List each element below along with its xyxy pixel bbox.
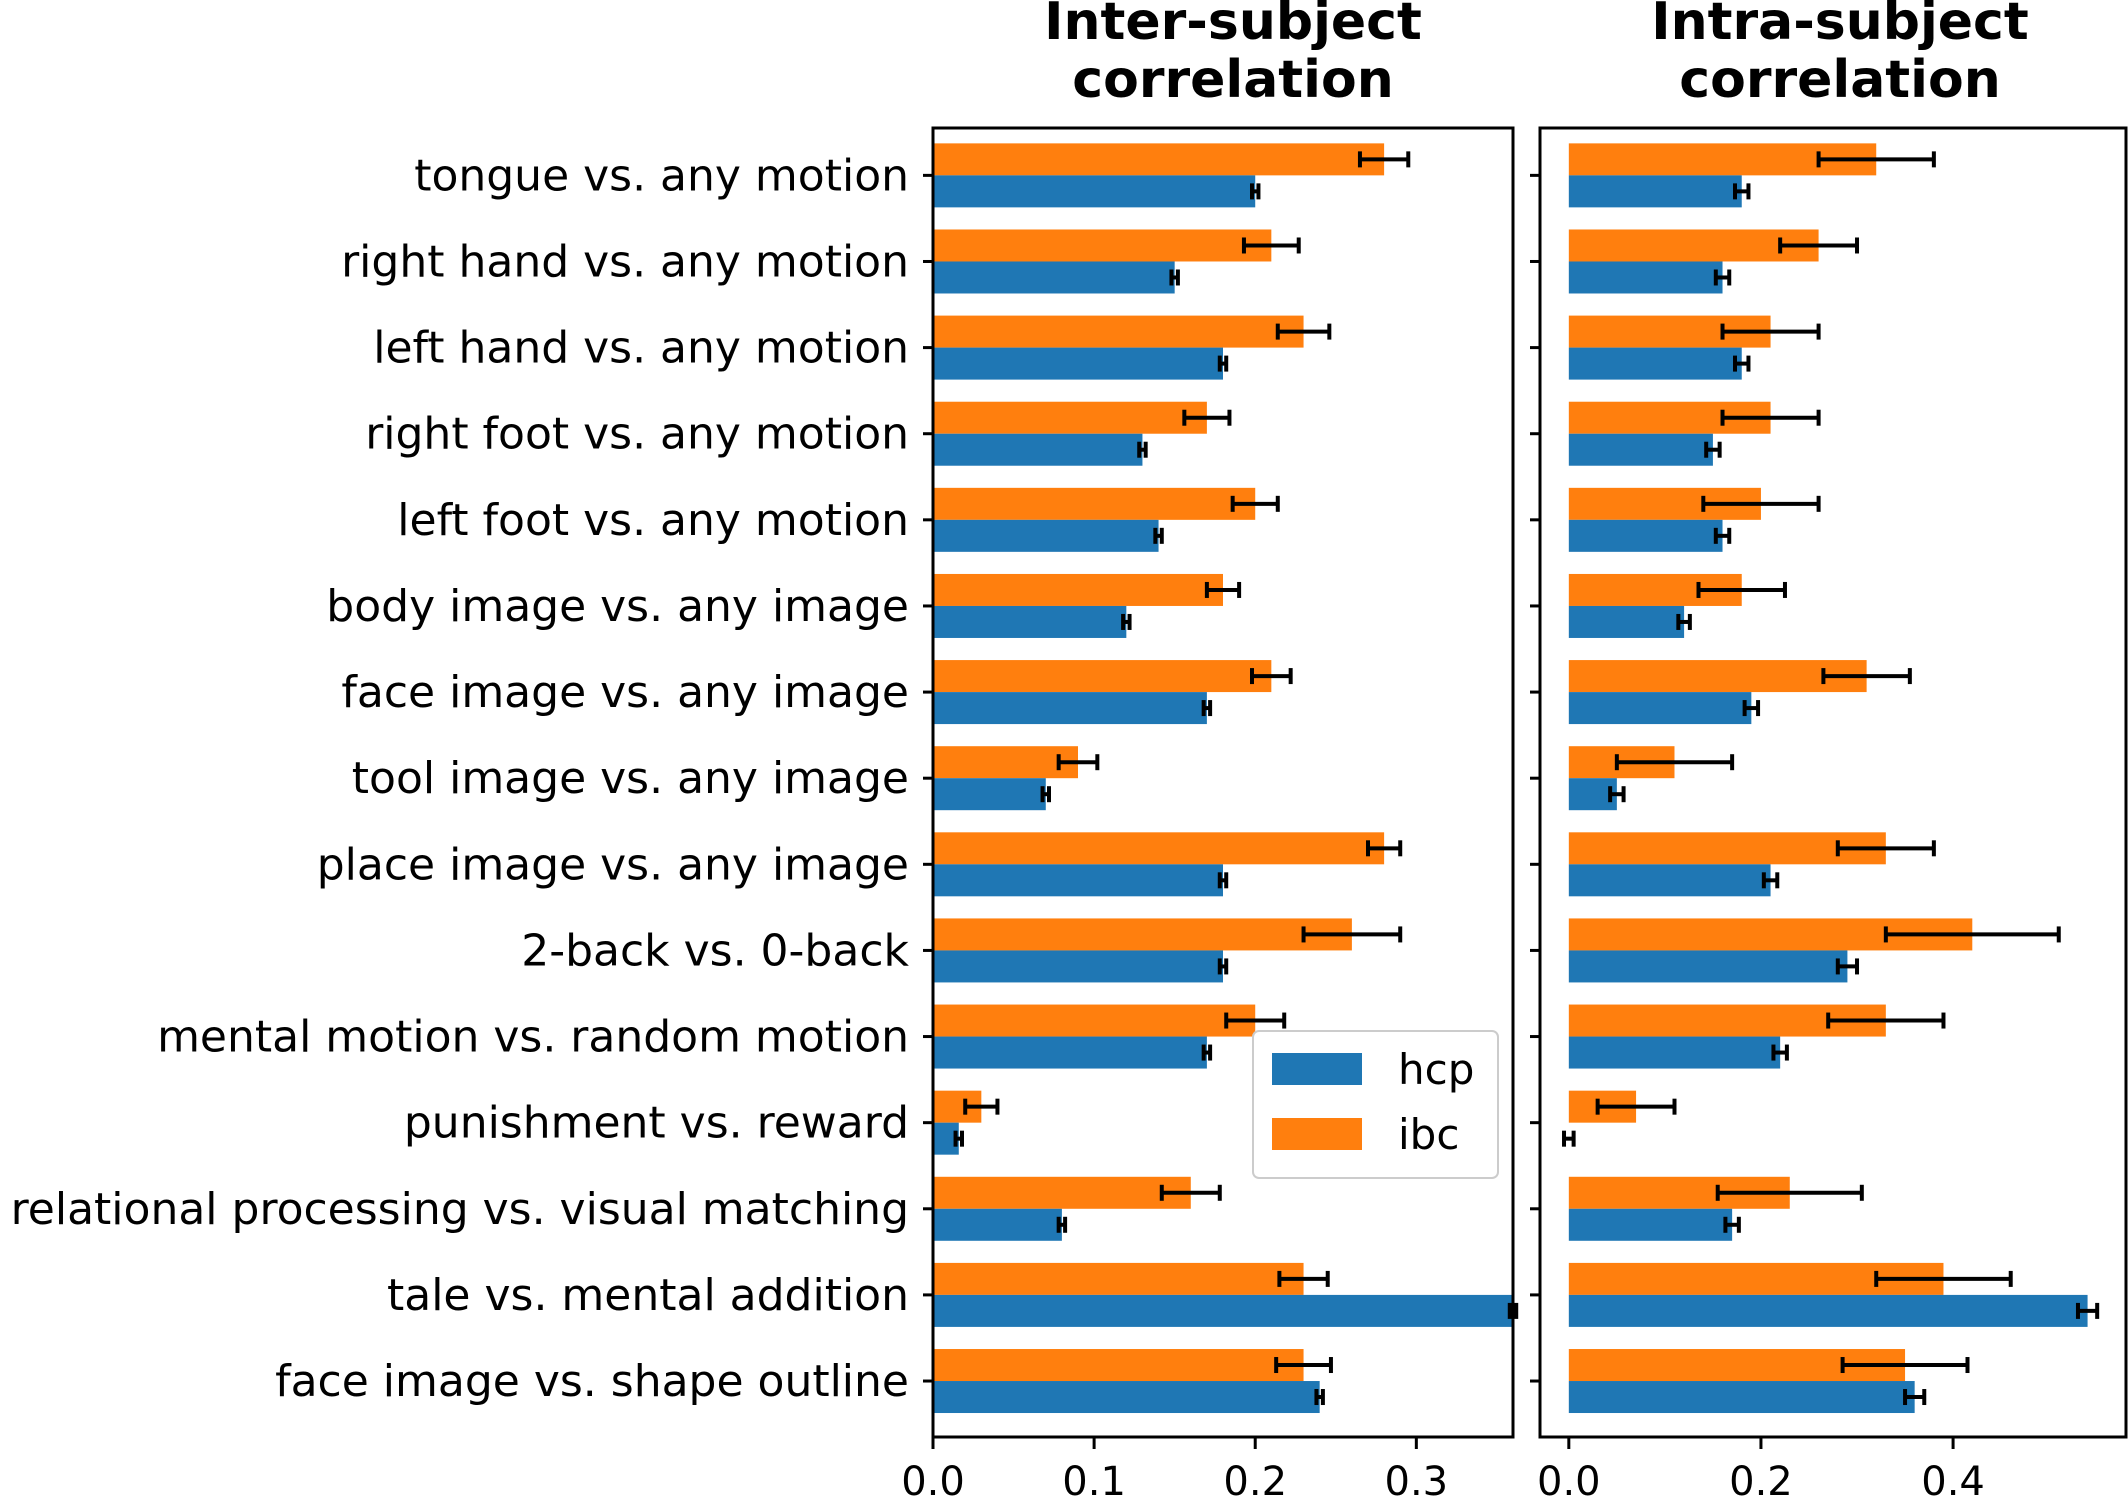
category-label-4: right foot vs. any motion (365, 409, 909, 460)
panel1-bar-hcp-3 (933, 347, 1223, 380)
panel1-bar-hcp-6 (933, 605, 1127, 638)
category-label-3: left hand vs. any motion (373, 323, 909, 374)
panel1-bar-ibc-11 (933, 1004, 1256, 1037)
panel2-bar-hcp-3 (1568, 347, 1742, 380)
panel2-title-line-2: correlation (1679, 50, 2000, 110)
panel2-bar-hcp-6 (1568, 605, 1685, 638)
category-label-2: right hand vs. any motion (341, 236, 909, 287)
panel1-bar-hcp-2 (933, 261, 1175, 294)
panel2-bar-hcp-15 (1568, 1381, 1915, 1414)
category-label-7: face image vs. any image (341, 667, 909, 718)
panel2-bar-ibc-2 (1568, 229, 1819, 262)
panel2-xtick-label-1: 0.0 (1537, 1459, 1601, 1505)
panel1-bar-ibc-9 (933, 832, 1385, 865)
panel1-xtick-label-3: 0.2 (1223, 1459, 1287, 1505)
panel1-xtick-label-4: 0.3 (1385, 1459, 1449, 1505)
panel1-bar-ibc-2 (933, 229, 1272, 262)
panel1-bar-hcp-14 (933, 1294, 1513, 1327)
panel1-bar-ibc-4 (933, 401, 1207, 434)
panel1-bar-hcp-11 (933, 1036, 1207, 1069)
legend: hcp ibc (1252, 1030, 1499, 1179)
panel1-bar-ibc-1 (933, 143, 1385, 176)
panel2-bar-hcp-4 (1568, 433, 1713, 466)
category-label-11: mental motion vs. random motion (157, 1012, 909, 1063)
panel2-bar-hcp-2 (1568, 261, 1723, 294)
panel1-frame (931, 126, 1515, 1439)
panel2-xtick-label-3: 0.4 (1921, 1459, 1985, 1505)
panel1-bar-hcp-1 (933, 175, 1256, 208)
panel1-bar-hcp-10 (933, 950, 1223, 983)
category-label-1: tongue vs. any motion (414, 150, 909, 201)
panel2-bar-hcp-7 (1568, 692, 1752, 725)
panel2-bar-hcp-14 (1568, 1294, 2088, 1327)
panel1-bar-ibc-3 (933, 315, 1304, 348)
category-label-10: 2-back vs. 0-back (521, 925, 909, 976)
panel2-xtick-label-2: 0.2 (1729, 1459, 1793, 1505)
legend-swatch-hcp (1272, 1053, 1362, 1085)
panel1-bar-hcp-13 (933, 1208, 1062, 1241)
legend-label-hcp: hcp (1398, 1045, 1474, 1094)
panel2-title-line-1: Intra-subject (1651, 0, 2029, 52)
panel2-frame (1538, 126, 2128, 1439)
panel2-bar-ibc-7 (1568, 660, 1867, 693)
panel1-bar-ibc-15 (933, 1349, 1304, 1382)
category-label-13: relational processing vs. visual matchin… (11, 1184, 909, 1235)
category-label-14: tale vs. mental addition (387, 1270, 909, 1321)
panel2-bar-hcp-9 (1568, 864, 1771, 897)
panel2-bar-hcp-13 (1568, 1208, 1733, 1241)
panel1-bar-hcp-15 (933, 1381, 1320, 1414)
panel1-title-line-2: correlation (1072, 50, 1393, 110)
panel1-bar-ibc-8 (933, 746, 1078, 779)
legend-label-ibc: ibc (1398, 1110, 1459, 1159)
panel1-xtick-label-2: 0.1 (1062, 1459, 1126, 1505)
panel1-title-line-1: Inter-subject (1044, 0, 1422, 52)
category-label-6: body image vs. any image (326, 581, 909, 632)
panel1-bar-hcp-7 (933, 692, 1207, 725)
panel1-bar-ibc-5 (933, 487, 1256, 520)
panel1-bar-ibc-6 (933, 573, 1223, 606)
legend-swatch-ibc (1272, 1118, 1362, 1150)
panel2-bar-hcp-11 (1568, 1036, 1781, 1069)
panel2-bar-hcp-10 (1568, 950, 1848, 983)
category-label-15: face image vs. shape outline (275, 1356, 909, 1407)
panel2-bar-hcp-5 (1568, 519, 1723, 552)
panel1-bar-ibc-10 (933, 918, 1352, 951)
panel2-bar-hcp-1 (1568, 175, 1742, 208)
category-label-5: left foot vs. any motion (397, 495, 909, 546)
category-label-9: place image vs. any image (317, 839, 909, 890)
panel1-bar-hcp-9 (933, 864, 1223, 897)
panel1-bar-ibc-13 (933, 1176, 1191, 1209)
panel1-xtick-label-1: 0.0 (901, 1459, 965, 1505)
category-label-12: punishment vs. reward (404, 1098, 909, 1149)
panel2-bar-ibc-9 (1568, 832, 1886, 865)
category-label-8: tool image vs. any image (352, 753, 909, 804)
panel1-bar-ibc-14 (933, 1262, 1304, 1295)
panel1-bar-hcp-5 (933, 519, 1159, 552)
panel1-bar-hcp-8 (933, 778, 1046, 811)
panel1-bar-hcp-4 (933, 433, 1143, 466)
panel1-bar-ibc-7 (933, 660, 1272, 693)
